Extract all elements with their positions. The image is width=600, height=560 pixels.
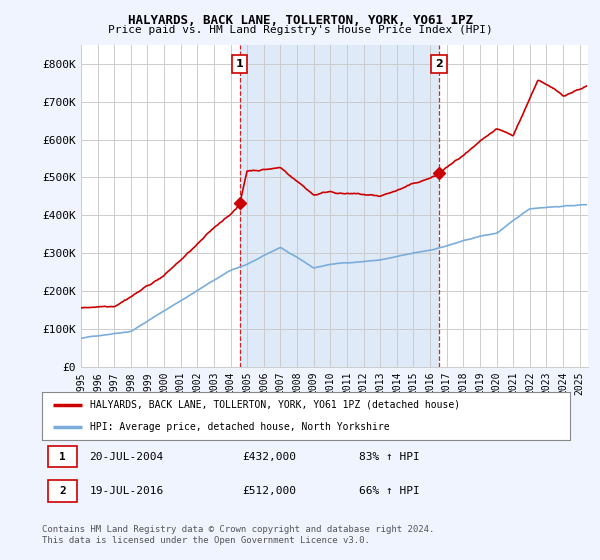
FancyBboxPatch shape — [49, 446, 77, 467]
Text: 20-JUL-2004: 20-JUL-2004 — [89, 451, 164, 461]
Text: 2: 2 — [59, 486, 66, 496]
Text: £432,000: £432,000 — [242, 451, 296, 461]
Text: HALYARDS, BACK LANE, TOLLERTON, YORK, YO61 1PZ: HALYARDS, BACK LANE, TOLLERTON, YORK, YO… — [128, 14, 473, 27]
Text: Price paid vs. HM Land Registry's House Price Index (HPI): Price paid vs. HM Land Registry's House … — [107, 25, 493, 35]
Text: 66% ↑ HPI: 66% ↑ HPI — [359, 486, 419, 496]
Text: HALYARDS, BACK LANE, TOLLERTON, YORK, YO61 1PZ (detached house): HALYARDS, BACK LANE, TOLLERTON, YORK, YO… — [89, 400, 460, 410]
Text: 19-JUL-2016: 19-JUL-2016 — [89, 486, 164, 496]
Text: £512,000: £512,000 — [242, 486, 296, 496]
Text: 1: 1 — [59, 451, 66, 461]
Text: HPI: Average price, detached house, North Yorkshire: HPI: Average price, detached house, Nort… — [89, 422, 389, 432]
Text: Contains HM Land Registry data © Crown copyright and database right 2024.
This d: Contains HM Land Registry data © Crown c… — [42, 525, 434, 545]
Text: 83% ↑ HPI: 83% ↑ HPI — [359, 451, 419, 461]
Bar — [239, 45, 439, 367]
FancyBboxPatch shape — [49, 480, 77, 502]
Text: 1: 1 — [236, 59, 244, 69]
Text: 2: 2 — [435, 59, 443, 69]
